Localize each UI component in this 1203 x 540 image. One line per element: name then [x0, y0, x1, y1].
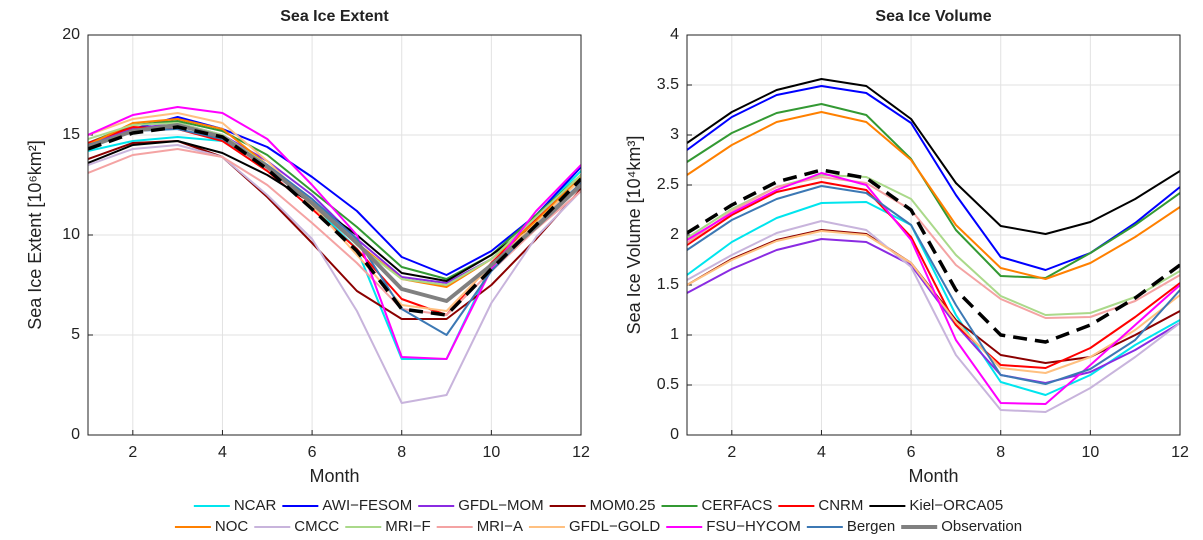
x-tick-label: 8: [996, 444, 1005, 461]
y-tick-label: 0: [71, 426, 80, 443]
series-line: [687, 103, 1180, 279]
chart-title: Sea Ice Volume: [875, 8, 991, 25]
y-tick-label: 5: [71, 326, 80, 343]
y-tick-label: 1.5: [657, 276, 679, 293]
legend-label: CERFACS: [702, 497, 773, 514]
series-line: [687, 78, 1180, 235]
chart-title: Sea Ice Extent: [280, 8, 389, 25]
series-line: [687, 111, 1180, 280]
axes-box: [686, 34, 1181, 436]
x-tick-label: 10: [1081, 444, 1099, 461]
y-tick-label: 4: [670, 26, 679, 43]
x-axis-label: Month: [309, 466, 359, 486]
x-tick-label: 6: [907, 444, 916, 461]
x-tick-label: 2: [128, 444, 137, 461]
legend-label: MRI−A: [477, 518, 523, 535]
x-tick-label: 12: [1171, 444, 1189, 461]
series-line: [687, 181, 1180, 369]
series-line: [687, 201, 1180, 396]
legend-label: Observation: [941, 518, 1022, 535]
y-tick-label: 3: [670, 126, 679, 143]
series-line: [88, 118, 581, 288]
x-tick-label: 8: [397, 444, 406, 461]
y-tick-label: 20: [62, 26, 80, 43]
y-tick-label: 3.5: [657, 76, 679, 93]
series-line: [687, 220, 1180, 413]
series-line: [687, 185, 1180, 385]
y-tick-label: 0.5: [657, 376, 679, 393]
legend-label: CMCC: [294, 518, 339, 535]
x-tick-label: 4: [817, 444, 826, 461]
y-tick-label: 2: [670, 226, 679, 243]
series-line: [687, 238, 1180, 384]
legend-label: GFDL−MOM: [458, 497, 543, 514]
y-tick-label: 0: [670, 426, 679, 443]
legend-label: FSU−HYCOM: [706, 518, 801, 535]
y-tick-label: 15: [62, 126, 80, 143]
y-axis-label: Sea Ice Volume [10⁴km³]: [624, 136, 644, 335]
x-axis-label: Month: [908, 466, 958, 486]
series-line: [88, 128, 581, 336]
axes-box: [87, 34, 582, 436]
series-line: [687, 176, 1180, 319]
y-axis-label: Sea Ice Extent [10⁶km²]: [25, 140, 45, 330]
legend-label: Bergen: [847, 518, 895, 535]
x-tick-label: 4: [218, 444, 227, 461]
series-line: [687, 168, 1180, 344]
legend-label: MOM0.25: [590, 497, 656, 514]
x-tick-label: 10: [482, 444, 500, 461]
x-tick-label: 2: [727, 444, 736, 461]
series-line: [88, 123, 581, 303]
legend-label: CNRM: [818, 497, 863, 514]
y-tick-label: 1: [670, 326, 679, 343]
y-tick-label: 2.5: [657, 176, 679, 193]
series-line: [88, 125, 581, 317]
legend-label: NOC: [215, 518, 249, 535]
x-tick-label: 12: [572, 444, 590, 461]
series-line: [687, 230, 1180, 374]
legend-label: MRI−F: [385, 518, 430, 535]
legend-label: GFDL−GOLD: [569, 518, 660, 535]
legend-label: NCAR: [234, 497, 277, 514]
series-line: [88, 106, 581, 360]
legend-label: AWI−FESOM: [322, 497, 412, 514]
series-line: [687, 172, 1180, 405]
y-tick-label: 10: [62, 226, 80, 243]
x-tick-label: 6: [308, 444, 317, 461]
legend-label: Kiel−ORCA05: [909, 497, 1003, 514]
series-line: [88, 148, 581, 316]
series-line: [88, 144, 581, 404]
